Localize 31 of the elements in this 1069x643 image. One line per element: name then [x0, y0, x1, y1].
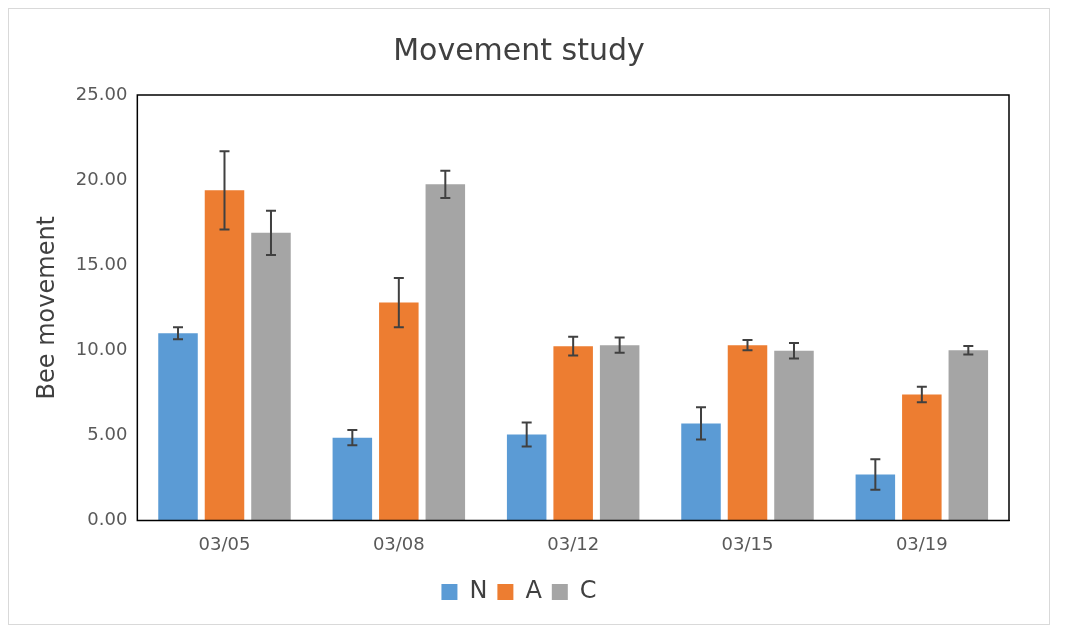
- bar: [506, 434, 547, 521]
- y-tick-label: 0.00: [87, 508, 128, 530]
- y-tick-label: 20.00: [75, 167, 128, 189]
- bar: [902, 394, 942, 521]
- x-tick-label: 03/08: [372, 532, 425, 554]
- legend-label: C: [579, 576, 597, 605]
- bar: [727, 345, 768, 521]
- y-tick-label: 10.00: [75, 337, 128, 359]
- bar: [379, 302, 419, 521]
- x-tick-label: 03/19: [895, 532, 948, 554]
- x-tick-label: 03/05: [198, 532, 251, 554]
- bar: [204, 190, 245, 521]
- bar: [251, 232, 291, 521]
- bar: [599, 345, 640, 521]
- legend-label: N: [469, 576, 488, 605]
- x-tick-label: 03/15: [721, 532, 774, 554]
- bar: [948, 350, 989, 521]
- y-tick-label: 15.00: [75, 252, 128, 274]
- bar: [425, 184, 466, 521]
- bar: [774, 350, 814, 521]
- y-tick-label: 25.00: [75, 82, 128, 104]
- legend-label: A: [525, 576, 543, 605]
- chart-title: Movement study: [393, 31, 645, 67]
- bar: [681, 423, 721, 521]
- bar: [855, 474, 896, 521]
- y-axis-title: Bee movement: [31, 215, 60, 400]
- y-tick-label: 5.00: [87, 422, 128, 444]
- x-tick-label: 03/12: [547, 532, 600, 554]
- bar: [332, 437, 373, 521]
- bar: [158, 333, 198, 521]
- bar: [553, 346, 593, 521]
